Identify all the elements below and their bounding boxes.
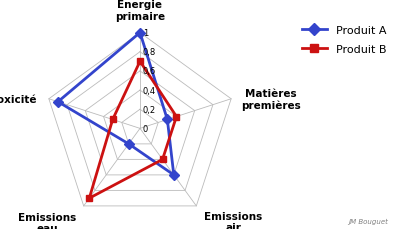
Text: Matières
premières: Matières premières: [241, 88, 300, 110]
Text: JM Bouguet: JM Bouguet: [348, 218, 388, 224]
Text: 0,4: 0,4: [143, 86, 156, 95]
Text: 0,8: 0,8: [143, 48, 156, 57]
Text: Energie
primaire: Energie primaire: [115, 0, 165, 22]
Text: Toxicité: Toxicité: [0, 94, 37, 104]
Text: Emissions
eau: Emissions eau: [18, 212, 76, 229]
Text: 1: 1: [143, 29, 148, 38]
Text: 0,6: 0,6: [143, 67, 156, 76]
Text: Emissions
air: Emissions air: [204, 211, 262, 229]
Text: 0,2: 0,2: [143, 105, 156, 114]
Legend: Produit A, Produit B: Produit A, Produit B: [298, 22, 390, 59]
Text: 0: 0: [143, 124, 148, 133]
